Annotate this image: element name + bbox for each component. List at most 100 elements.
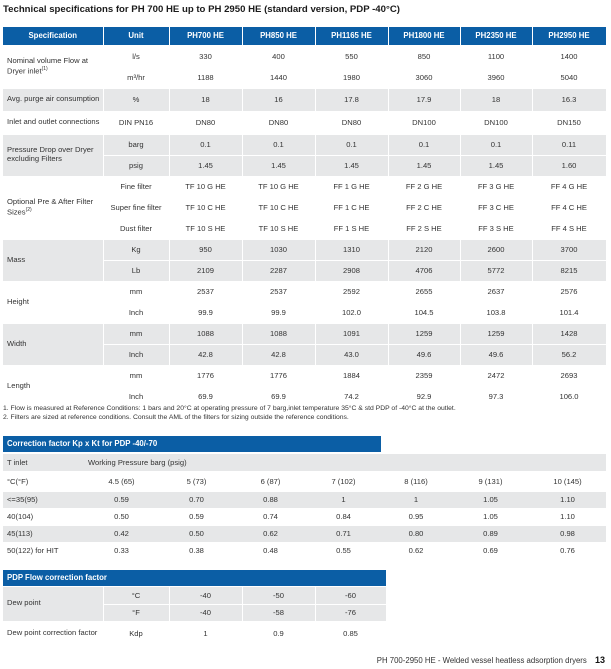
table-row: <=35(95) 0.59 0.70 0.88 1 1 1.05 1.10 bbox=[3, 491, 607, 509]
value-cell: 2600 bbox=[460, 239, 533, 261]
table-row: Pressure Drop over Dryer excluding Filte… bbox=[3, 134, 607, 177]
unit-cell: mm bbox=[103, 281, 170, 303]
table-row: Dust filter TF 10 S HE TF 10 S HE FF 1 S… bbox=[3, 218, 607, 240]
value-cell: 0.62 bbox=[380, 542, 452, 560]
value-cell: 0.84 bbox=[307, 508, 380, 526]
temp-cell: 45(113) bbox=[3, 525, 84, 543]
value-cell: 0.1 bbox=[460, 134, 533, 156]
value-cell: 2537 bbox=[169, 281, 243, 303]
value-cell: DN80 bbox=[242, 111, 316, 135]
value-cell: 1088 bbox=[169, 323, 243, 345]
value-cell: 0.89 bbox=[452, 525, 529, 543]
value-cell: 69.9 bbox=[242, 386, 316, 408]
value-cell: 56.2 bbox=[532, 344, 607, 366]
value-cell: 0.70 bbox=[159, 491, 234, 509]
value-cell: 0.71 bbox=[307, 525, 380, 543]
pressure-cell: 5 (73) bbox=[159, 471, 234, 492]
spec-label: Optional Pre & After Filter Sizes(2) bbox=[3, 176, 104, 240]
header-cell: PH1800 HE bbox=[388, 27, 461, 46]
pdp-flow-correction-table: Dew point °C -40 -50 -60 °F -40 -58 -76 … bbox=[3, 587, 387, 646]
table-row: 50(122) for HIT 0.33 0.38 0.48 0.55 0.62… bbox=[3, 542, 607, 560]
value-cell: DN100 bbox=[388, 111, 461, 135]
value-cell: FF 2 S HE bbox=[388, 218, 461, 240]
value-cell: 1 bbox=[169, 621, 243, 646]
value-cell: 2472 bbox=[460, 365, 533, 387]
value-cell: 17.8 bbox=[315, 88, 389, 112]
table-row: Lb 2109 2287 2908 4706 5772 8215 bbox=[3, 260, 607, 282]
table-row: Dew point °C -40 -50 -60 bbox=[3, 587, 387, 622]
value-cell: -40 bbox=[169, 604, 243, 622]
pressure-cell: 10 (145) bbox=[529, 471, 607, 492]
value-cell: 92.9 bbox=[388, 386, 461, 408]
value-cell: 0.59 bbox=[159, 508, 234, 526]
value-cell: 0.69 bbox=[452, 542, 529, 560]
value-cell: 0.95 bbox=[380, 508, 452, 526]
value-cell: 97.3 bbox=[460, 386, 533, 408]
value-cell: FF 4 C HE bbox=[532, 197, 607, 219]
value-cell: 1 bbox=[307, 491, 380, 509]
value-cell: 0.50 bbox=[159, 525, 234, 543]
value-cell: 0.59 bbox=[84, 491, 159, 509]
value-cell: 1088 bbox=[242, 323, 316, 345]
value-cell: 1400 bbox=[532, 45, 607, 68]
unit-cell: Fine filter bbox=[103, 176, 170, 198]
table-row: Super fine filter TF 10 C HE TF 10 C HE … bbox=[3, 197, 607, 219]
value-cell: FF 1 S HE bbox=[315, 218, 389, 240]
value-cell: 103.8 bbox=[460, 302, 533, 324]
spec-label: Avg. purge air consumption bbox=[3, 88, 104, 112]
value-cell: 2576 bbox=[532, 281, 607, 303]
page-footer: PH 700-2950 HE - Welded vessel heatless … bbox=[377, 655, 605, 665]
unit-cell: barg bbox=[103, 134, 170, 156]
page-number: 13 bbox=[594, 655, 605, 665]
pressure-cell: 4.5 (65) bbox=[84, 471, 159, 492]
unit-cell: °F bbox=[103, 604, 170, 622]
spec-label: Mass bbox=[3, 239, 104, 282]
value-cell: 1030 bbox=[242, 239, 316, 261]
value-cell: 69.9 bbox=[169, 386, 243, 408]
table-row: psig 1.45 1.45 1.45 1.45 1.45 1.60 bbox=[3, 155, 607, 177]
unit-cell: m³/hr bbox=[103, 67, 170, 89]
value-cell: 49.6 bbox=[388, 344, 461, 366]
header-cell: Unit bbox=[103, 27, 170, 46]
value-cell: 99.9 bbox=[169, 302, 243, 324]
value-cell: 2908 bbox=[315, 260, 389, 282]
value-cell: 1.05 bbox=[452, 491, 529, 509]
value-cell: -60 bbox=[315, 587, 387, 605]
value-cell: 1 bbox=[380, 491, 452, 509]
value-cell: FF 4 S HE bbox=[532, 218, 607, 240]
table-row: °F -40 -58 -76 bbox=[3, 604, 387, 622]
spec-header-row: Specification Unit PH700 HE PH850 HE PH1… bbox=[3, 27, 607, 46]
value-cell: FF 1 C HE bbox=[315, 197, 389, 219]
header-cell: PH1165 HE bbox=[315, 27, 389, 46]
value-cell: DN100 bbox=[460, 111, 533, 135]
unit-cell: Inch bbox=[103, 344, 170, 366]
header-cell: PH2950 HE bbox=[532, 27, 607, 46]
unit-cell: Kdp bbox=[103, 621, 170, 646]
value-cell: FF 3 S HE bbox=[460, 218, 533, 240]
value-cell: 0.55 bbox=[307, 542, 380, 560]
spec-label: Pressure Drop over Dryer excluding Filte… bbox=[3, 134, 104, 177]
value-cell: 1.45 bbox=[460, 155, 533, 177]
value-cell: 0.1 bbox=[315, 134, 389, 156]
value-cell: 3700 bbox=[532, 239, 607, 261]
unit-cell: Inch bbox=[103, 386, 170, 408]
unit-cell: % bbox=[103, 88, 170, 112]
value-cell: 1091 bbox=[315, 323, 389, 345]
value-cell: FF 3 G HE bbox=[460, 176, 533, 198]
t-inlet-label: T inlet bbox=[3, 454, 84, 472]
table-row: Inch 69.9 69.9 74.2 92.9 97.3 106.0 bbox=[3, 386, 607, 408]
unit-cell: mm bbox=[103, 365, 170, 387]
table-row: Inch 42.8 42.8 43.0 49.6 49.6 56.2 bbox=[3, 344, 607, 366]
value-cell: 0.1 bbox=[388, 134, 461, 156]
value-cell: 1.10 bbox=[529, 508, 607, 526]
value-cell: 2120 bbox=[388, 239, 461, 261]
value-cell: 1776 bbox=[242, 365, 316, 387]
value-cell: 42.8 bbox=[242, 344, 316, 366]
value-cell: TF 10 C HE bbox=[242, 197, 316, 219]
temp-cell: 50(122) for HIT bbox=[3, 542, 84, 560]
value-cell: 102.0 bbox=[315, 302, 389, 324]
value-cell: 74.2 bbox=[315, 386, 389, 408]
header-cell: PH700 HE bbox=[169, 27, 243, 46]
value-cell: 1.45 bbox=[315, 155, 389, 177]
value-cell: 49.6 bbox=[460, 344, 533, 366]
